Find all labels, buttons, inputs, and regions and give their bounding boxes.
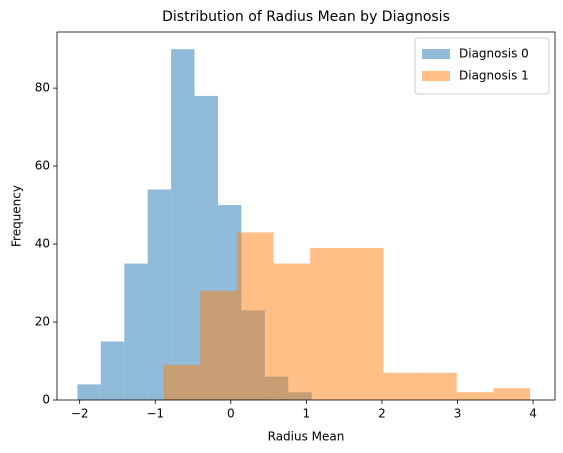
bar <box>163 364 201 400</box>
bar <box>310 247 347 400</box>
y-tick-label: 80 <box>35 81 50 95</box>
bar <box>171 49 195 401</box>
bar <box>100 341 125 400</box>
y-axis-label: Frequency <box>10 185 24 247</box>
x-tick-label: 2 <box>378 407 386 421</box>
x-tick-label: 4 <box>529 407 537 421</box>
x-tick-label: 0 <box>227 407 235 421</box>
bar <box>124 263 148 400</box>
y-tick-label: 60 <box>35 159 50 173</box>
bar <box>383 372 421 400</box>
legend-label: Diagnosis 1 <box>459 69 529 83</box>
y-tick-label: 20 <box>35 315 50 329</box>
legend-swatch <box>422 49 450 59</box>
x-tick-label: 1 <box>303 407 311 421</box>
bar <box>200 290 237 400</box>
x-tick-label: −2 <box>71 407 89 421</box>
bar <box>236 232 274 400</box>
bar <box>493 388 531 400</box>
y-tick-label: 40 <box>35 237 50 251</box>
x-axis-label: Radius Mean <box>268 430 345 444</box>
bar <box>420 372 457 400</box>
bar <box>346 247 384 400</box>
bar <box>147 189 172 400</box>
y-tick-label: 0 <box>42 393 50 407</box>
legend-label: Diagnosis 0 <box>459 47 529 61</box>
bar <box>456 392 494 400</box>
x-tick-label: 3 <box>454 407 462 421</box>
bar <box>273 263 311 400</box>
bar <box>77 384 101 400</box>
chart-title: Distribution of Radius Mean by Diagnosis <box>162 9 450 25</box>
x-tick-label: −1 <box>146 407 164 421</box>
legend-swatch <box>422 71 450 81</box>
